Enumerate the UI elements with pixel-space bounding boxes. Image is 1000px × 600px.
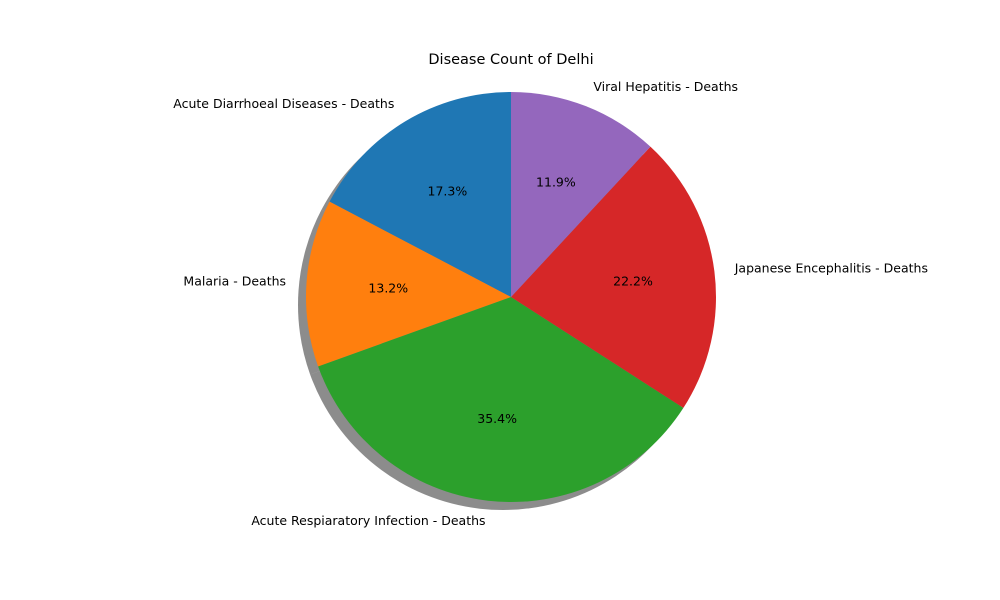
slice-percent-label: 22.2%: [613, 274, 653, 289]
slice-percent-label: 17.3%: [428, 184, 468, 199]
slice-category-label: Viral Hepatitis - Deaths: [593, 79, 738, 94]
slice-category-label: Acute Respiaratory Infection - Deaths: [251, 513, 485, 528]
slice-percent-label: 13.2%: [368, 281, 408, 296]
slice-category-label: Acute Diarrhoeal Diseases - Deaths: [173, 96, 394, 111]
slice-category-label: Malaria - Deaths: [183, 273, 286, 288]
slice-percent-label: 11.9%: [536, 174, 576, 189]
pie-slice: [511, 92, 651, 297]
pie-labels: 17.3% Acute Diarrhoeal Diseases - Deaths 1…: [173, 79, 928, 528]
slice-percent-label: 35.4%: [477, 411, 517, 426]
pie-slice: [511, 146, 716, 408]
chart-title: Disease Count of Delhi: [428, 52, 593, 68]
pie-slice: [329, 92, 511, 297]
pie-slices: [306, 92, 716, 502]
pie-slice: [306, 201, 511, 367]
slice-category-label: Japanese Encephalitis - Deaths: [734, 261, 928, 276]
pie-slice: [318, 297, 684, 502]
